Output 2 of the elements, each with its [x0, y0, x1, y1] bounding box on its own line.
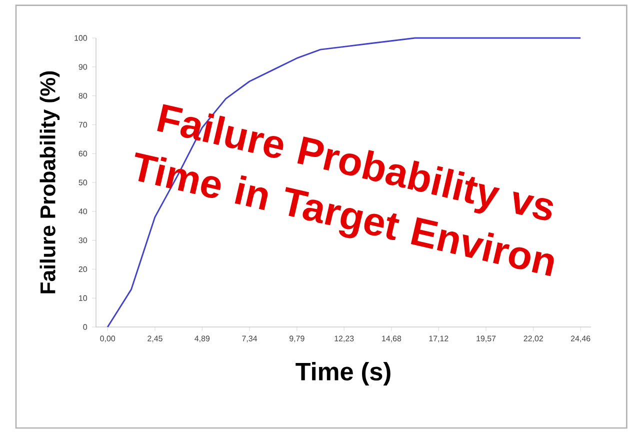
- x-axis-title: Time (s): [296, 362, 390, 386]
- y-axis-title: Failure Probability (%): [40, 71, 60, 294]
